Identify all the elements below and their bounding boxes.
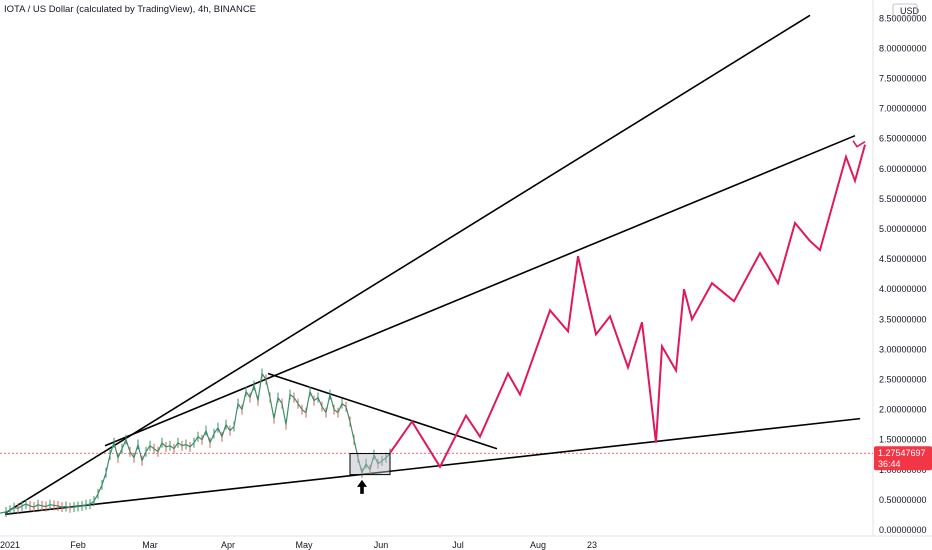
trendline[interactable] [267,372,498,450]
y-tick-label: 2.50000000 [879,375,927,385]
x-tick-label: Jul [452,540,464,550]
currency-label: USD [900,6,920,16]
y-tick-label: 8.50000000 [879,13,927,23]
y-tick-label: 7.50000000 [879,74,927,84]
last-price-badge [874,446,932,471]
x-tick-label: 2021 [0,540,20,550]
y-tick-label: 4.50000000 [879,254,927,264]
y-tick-label: 5.50000000 [879,194,927,204]
y-tick-label: 6.50000000 [879,134,927,144]
x-tick-label: May [295,540,313,550]
last-price-value: 1.27547697 [878,448,926,458]
y-tick-label: 6.00000000 [879,164,927,174]
chart-title: IOTA / US Dollar (calculated by TradingV… [4,4,257,15]
y-tick-label: 1.50000000 [879,435,927,445]
trendline[interactable] [4,417,861,516]
y-tick-label: 0.50000000 [879,495,927,505]
projection-path[interactable] [389,144,866,469]
x-tick-label: Aug [530,540,546,550]
bar-countdown: 36:44 [878,459,901,469]
y-tick-label: 3.50000000 [879,314,927,324]
currency-box[interactable] [892,3,918,18]
x-tick-label: 23 [587,540,597,550]
x-tick-label: Mar [142,540,158,550]
projection-arrow-head [852,140,866,148]
consolidation-box[interactable] [349,453,391,476]
y-tick-label: 8.00000000 [879,43,927,53]
y-tick-label: 5.00000000 [879,224,927,234]
y-tick-label: 2.00000000 [879,405,927,415]
x-tick-label: Feb [70,540,86,550]
y-tick-label: 0.00000000 [879,525,927,535]
y-tick-label: 7.00000000 [879,104,927,114]
up-arrow-icon [357,479,367,494]
y-tick-label: 4.00000000 [879,284,927,294]
trendline[interactable] [4,14,811,514]
x-tick-label: Apr [221,540,235,550]
y-tick-label: 3.00000000 [879,344,927,354]
x-tick-label: Jun [374,540,389,550]
price-series [0,372,391,514]
trendline[interactable] [104,134,856,447]
